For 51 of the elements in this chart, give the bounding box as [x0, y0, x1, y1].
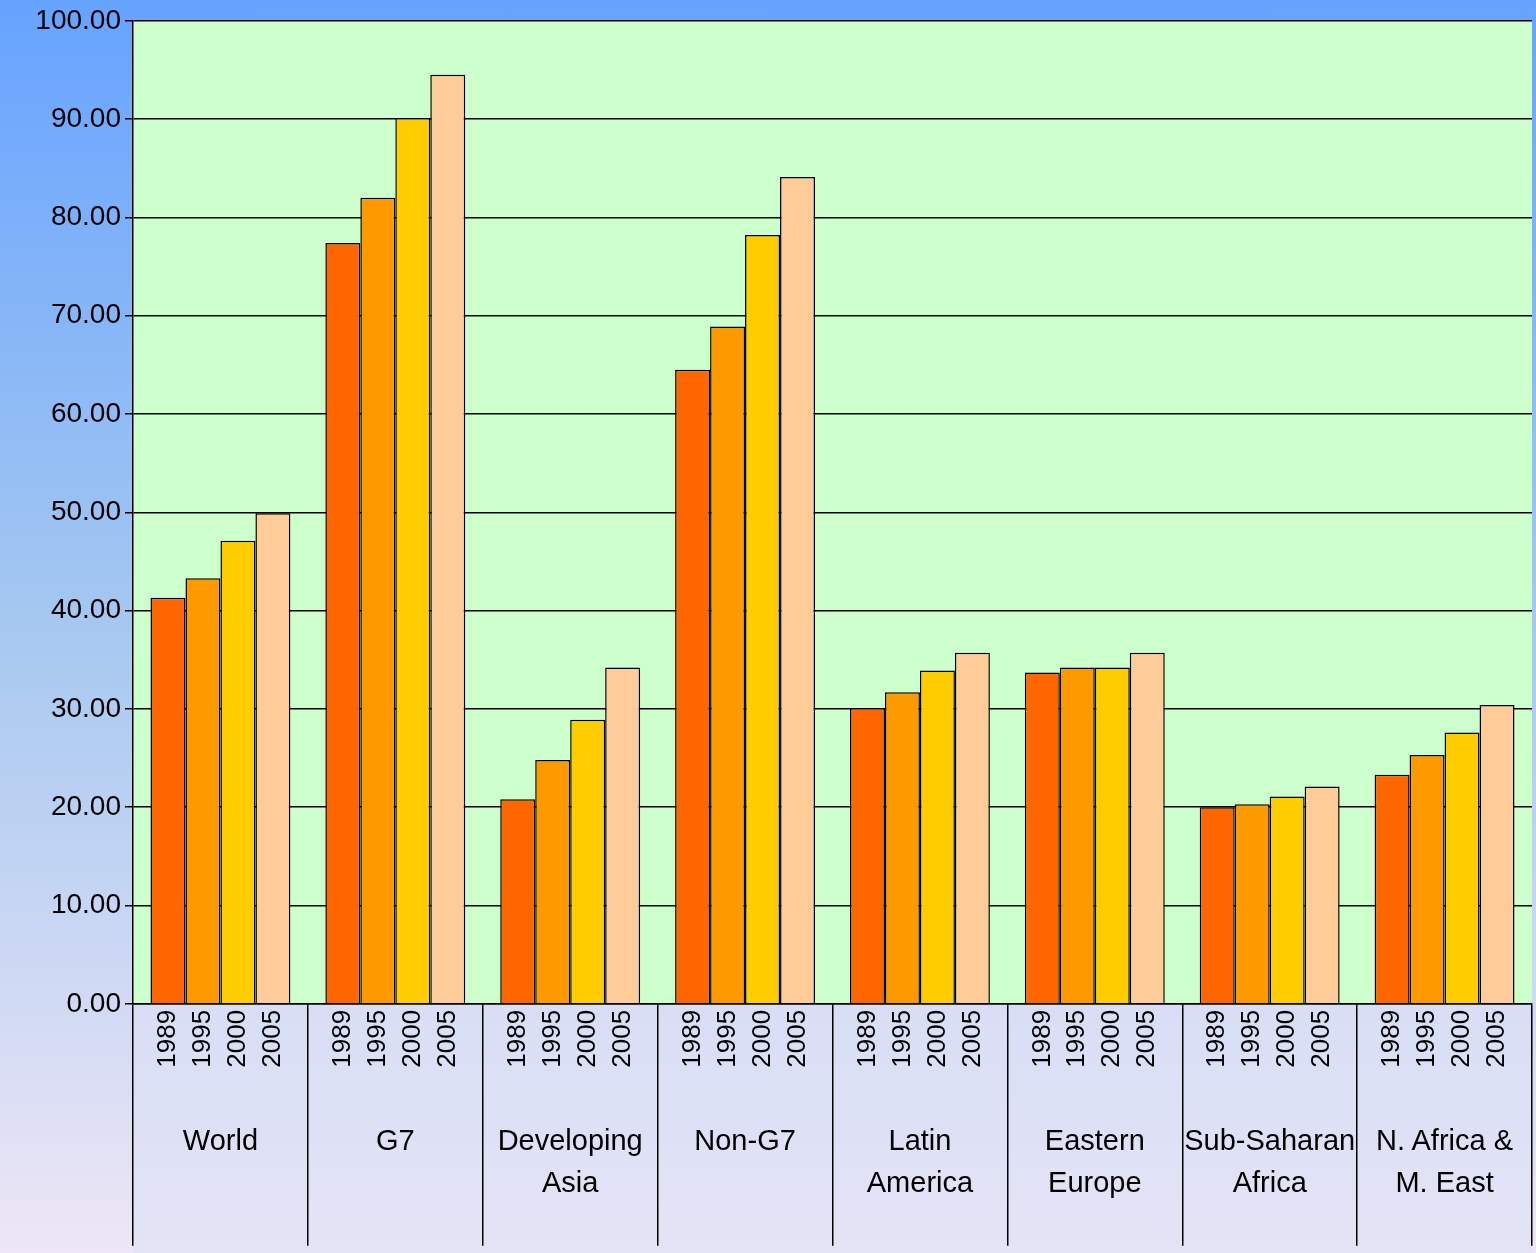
x-tick-label: World	[182, 1123, 259, 1156]
y-tick-label: 50.00	[50, 495, 121, 527]
x-tick-label: Eastern Europe	[1044, 1123, 1145, 1198]
text: 2005	[1130, 1009, 1161, 1068]
x-tick-label: G7	[375, 1123, 415, 1156]
text: 2000	[920, 1009, 951, 1068]
y-tick-label: 100.00	[35, 3, 121, 35]
text: 2005	[1480, 1009, 1511, 1068]
text: 1995	[186, 1009, 217, 1068]
text: 1995	[710, 1009, 741, 1068]
x-tick-label: Developing Asia	[497, 1123, 643, 1198]
text: 2000	[395, 1009, 426, 1068]
text: 1995	[1060, 1009, 1091, 1068]
y-tick-label: 90.00	[50, 101, 121, 133]
y-tick-label: 80.00	[50, 200, 121, 232]
text: 2000	[1270, 1009, 1301, 1068]
text: 2005	[955, 1009, 986, 1068]
text: 2000	[1445, 1009, 1476, 1068]
text: 2000	[570, 1009, 601, 1068]
text: 1989	[326, 1009, 357, 1068]
y-tick-label: 0.00	[66, 986, 121, 1018]
text: 2005	[605, 1009, 636, 1068]
text: 2000	[221, 1009, 252, 1068]
text: 1995	[361, 1009, 391, 1068]
text: 1995	[1235, 1009, 1266, 1068]
text: 1989	[850, 1009, 881, 1068]
text: 1995	[1410, 1009, 1441, 1068]
text: 1989	[675, 1009, 706, 1068]
y-tick-label: 60.00	[50, 396, 121, 428]
y-tick-label: 20.00	[50, 789, 121, 821]
text: 2000	[745, 1009, 776, 1068]
text: 1989	[1200, 1009, 1231, 1068]
text: 2005	[780, 1009, 811, 1068]
text: 1989	[500, 1009, 531, 1068]
y-tick-label: 10.00	[50, 888, 121, 920]
x-tick-label: Sub-Saharan Africa	[1184, 1123, 1356, 1198]
x-tick-label: N. Africa & M. East	[1376, 1123, 1514, 1198]
y-tick-label: 30.00	[50, 691, 121, 723]
y-tick-label: 40.00	[50, 593, 121, 625]
x-tick-label: Non-G7	[694, 1123, 796, 1156]
text: 1995	[885, 1009, 916, 1068]
text: 1989	[1025, 1009, 1056, 1068]
text: 1989	[1375, 1009, 1406, 1068]
y-tick-label: 70.00	[50, 298, 121, 330]
x-tick-label: Latin America	[866, 1123, 974, 1198]
text: 2005	[430, 1009, 461, 1068]
text: 2005	[1305, 1009, 1336, 1068]
text: 2005	[256, 1009, 287, 1068]
text: 2000	[1095, 1009, 1126, 1068]
text: 1995	[535, 1009, 566, 1068]
text: 1989	[151, 1009, 182, 1068]
